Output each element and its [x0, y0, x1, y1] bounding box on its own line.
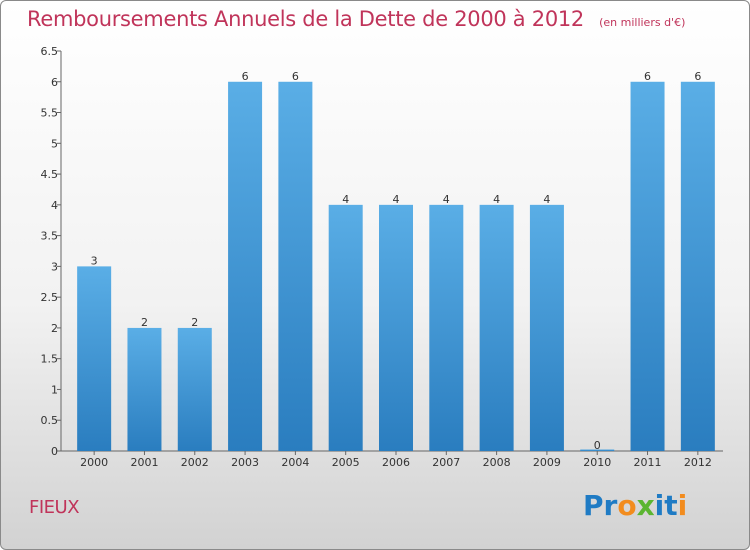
- x-tick-label-2011: 2011: [634, 456, 662, 469]
- x-tick-label-2008: 2008: [483, 456, 511, 469]
- y-tick-label: 4.5: [41, 168, 59, 181]
- data-label-2008: 4: [493, 193, 500, 206]
- x-tick-label-2010: 2010: [583, 456, 611, 469]
- y-tick-label: 6.5: [41, 45, 59, 58]
- brand-letter: r: [603, 489, 618, 522]
- data-label-2002: 2: [191, 316, 198, 329]
- y-tick-label: 2: [51, 322, 58, 335]
- x-tick-label-2005: 2005: [332, 456, 360, 469]
- labels: 2000 3 2001 2 2002 2 2003 6 2004 6 2005 4 2006 4 2007 4…: [80, 70, 712, 469]
- data-label-2005: 4: [342, 193, 349, 206]
- x-tick-label-2002: 2002: [181, 456, 209, 469]
- axes: 0 0.5 1 1.5 2 2.5 3 3.5 4 4.5 5 5.5 6 6.5: [41, 45, 723, 458]
- brand-letter: o: [617, 489, 637, 522]
- x-tick-label-2004: 2004: [281, 456, 309, 469]
- data-label-2004: 6: [292, 70, 299, 83]
- y-tick-label: 0: [51, 445, 58, 458]
- brand-letter: i: [654, 489, 665, 522]
- y-tick-label: 1: [51, 383, 58, 396]
- brand-logo: Proxiti: [583, 489, 687, 522]
- bar-2001: [127, 327, 162, 451]
- bar-2008: [479, 204, 514, 451]
- data-label-2010: 0: [594, 439, 601, 452]
- data-label-2009: 4: [543, 193, 550, 206]
- x-tick-label-2006: 2006: [382, 456, 410, 469]
- y-tick-label: 5.5: [41, 107, 59, 120]
- x-tick-label-2012: 2012: [684, 456, 712, 469]
- bar-2003: [228, 81, 263, 452]
- brand-letter: x: [636, 489, 655, 522]
- data-label-2000: 3: [91, 254, 98, 267]
- data-label-2007: 4: [443, 193, 450, 206]
- bar-2000: [77, 266, 112, 451]
- data-label-2012: 6: [694, 70, 701, 83]
- y-tick-label: 6: [51, 76, 58, 89]
- brand-letter: t: [664, 489, 678, 522]
- bar-2002: [177, 327, 212, 451]
- brand-letter: i: [677, 489, 688, 522]
- bars: [77, 81, 715, 452]
- y-tick-label: 0.5: [41, 414, 59, 427]
- y-tick-label: 3: [51, 260, 58, 273]
- bar-2012: [680, 81, 715, 452]
- x-tick-label-2003: 2003: [231, 456, 259, 469]
- data-label-2001: 2: [141, 316, 148, 329]
- bar-2004: [278, 81, 313, 452]
- brand-letter: P: [583, 489, 604, 522]
- commune-name: FIEUX: [29, 497, 80, 518]
- chart-subtitle: (en milliers d'€): [599, 16, 686, 29]
- bar-2011: [630, 81, 665, 452]
- x-tick-label-2007: 2007: [432, 456, 460, 469]
- x-tick-label-2009: 2009: [533, 456, 561, 469]
- y-tick-label: 3.5: [41, 230, 59, 243]
- title-row: Remboursements Annuels de la Dette de 20…: [27, 7, 685, 31]
- x-tick-label-2000: 2000: [80, 456, 108, 469]
- y-tick-label: 1.5: [41, 353, 59, 366]
- data-label-2011: 6: [644, 70, 651, 83]
- bar-2005: [328, 204, 363, 451]
- bar-2007: [429, 204, 464, 451]
- bar-2009: [529, 204, 564, 451]
- chart-title: Remboursements Annuels de la Dette de 20…: [27, 7, 584, 31]
- bar-2010: [580, 449, 615, 451]
- data-label-2003: 6: [242, 70, 249, 83]
- data-label-2006: 4: [393, 193, 400, 206]
- y-tick-label: 5: [51, 137, 58, 150]
- bar-2006: [379, 204, 413, 451]
- y-tick-label: 2.5: [41, 291, 59, 304]
- x-tick-label-2001: 2001: [130, 456, 158, 469]
- y-tick-label: 4: [51, 199, 58, 212]
